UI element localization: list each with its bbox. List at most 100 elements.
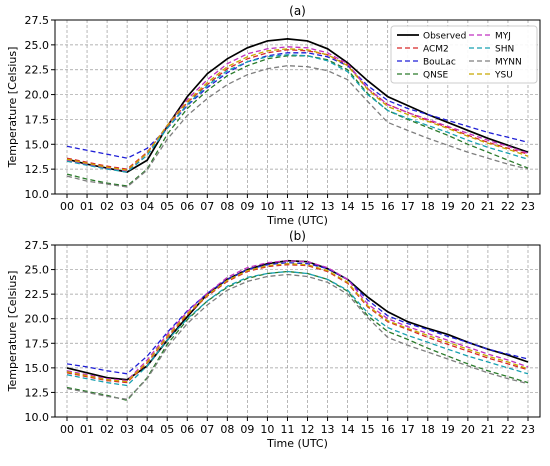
y-axis-label: Temperature [Celsius] bbox=[6, 47, 19, 169]
x-tick-label: 16 bbox=[381, 200, 395, 213]
x-tick-label: 00 bbox=[60, 200, 74, 213]
x-tick-label: 01 bbox=[80, 423, 94, 436]
series-line-ysu bbox=[66, 48, 529, 171]
y-axis-label: Temperature [Celsius] bbox=[6, 271, 19, 393]
x-tick-label: 13 bbox=[321, 423, 335, 436]
panel-b: 00 01 02 03 04 05 06 07 08 09 10 11 12 13 14 15 16 17 18 19… bbox=[6, 229, 541, 450]
legend-label-myj: MYJ bbox=[495, 32, 511, 42]
panel-title: (a) bbox=[289, 4, 306, 18]
x-tick-label: 04 bbox=[140, 200, 154, 213]
series-line-myj bbox=[66, 260, 529, 382]
series-line-acm2 bbox=[66, 264, 529, 384]
y-tick-label: 20.0 bbox=[25, 89, 50, 102]
legend-label-acm2: ACM2 bbox=[423, 45, 449, 55]
x-tick-label: 03 bbox=[120, 200, 134, 213]
x-tick-label: 06 bbox=[180, 423, 194, 436]
x-tick-label: 08 bbox=[220, 200, 234, 213]
x-tick-label: 14 bbox=[341, 423, 355, 436]
series-line-boulac bbox=[66, 52, 529, 159]
y-tick-label: 15.0 bbox=[25, 362, 50, 375]
x-tick-label: 18 bbox=[421, 423, 435, 436]
series-line-observed bbox=[66, 259, 529, 381]
x-tick-label: 15 bbox=[361, 423, 375, 436]
x-tick-label: 10 bbox=[260, 200, 274, 213]
plot-frame bbox=[54, 244, 541, 418]
panel-title: (b) bbox=[289, 229, 306, 243]
legend-label-mynn: MYNN bbox=[495, 58, 522, 68]
legend-label-qnse: QNSE bbox=[423, 71, 449, 81]
series-line-mynn bbox=[66, 273, 529, 400]
x-tick-label: 02 bbox=[100, 200, 114, 213]
legend-box bbox=[390, 25, 538, 84]
x-tick-label: 20 bbox=[461, 423, 475, 436]
x-tick-label: 01 bbox=[80, 200, 94, 213]
x-tick-label: 22 bbox=[501, 200, 515, 213]
y-tick-label: 10.0 bbox=[25, 188, 50, 201]
x-tick-label: 04 bbox=[140, 423, 154, 436]
legend-label-ysu: YSU bbox=[494, 71, 513, 81]
x-tick-label: 06 bbox=[180, 200, 194, 213]
x-tick-label: 02 bbox=[100, 423, 114, 436]
y-tick-label: 20.0 bbox=[25, 313, 50, 326]
x-tick-label: 07 bbox=[200, 423, 214, 436]
x-tick-label: 19 bbox=[441, 200, 455, 213]
x-tick-label: 20 bbox=[461, 200, 475, 213]
x-tick-label: 12 bbox=[301, 200, 315, 213]
x-tick-label: 17 bbox=[401, 423, 415, 436]
y-tick-label: 12.5 bbox=[25, 163, 50, 176]
x-tick-label: 14 bbox=[341, 200, 355, 213]
x-tick-label: 23 bbox=[521, 423, 535, 436]
x-tick-label: 12 bbox=[301, 423, 315, 436]
series-line-qnse bbox=[66, 270, 529, 402]
x-tick-label: 15 bbox=[361, 200, 375, 213]
x-tick-label: 09 bbox=[240, 200, 254, 213]
x-tick-label: 09 bbox=[240, 423, 254, 436]
x-tick-label: 18 bbox=[421, 200, 435, 213]
series-line-qnse bbox=[66, 55, 529, 187]
x-tick-label: 19 bbox=[441, 423, 455, 436]
x-tick-label: 16 bbox=[381, 423, 395, 436]
y-tick-label: 17.5 bbox=[25, 337, 50, 350]
plot-frame bbox=[54, 19, 541, 195]
x-tick-label: 13 bbox=[321, 200, 335, 213]
x-tick-label: 21 bbox=[481, 200, 495, 213]
x-tick-label: 11 bbox=[280, 200, 294, 213]
y-tick-label: 17.5 bbox=[25, 113, 50, 126]
y-tick-label: 10.0 bbox=[25, 411, 50, 424]
x-tick-label: 23 bbox=[521, 200, 535, 213]
x-tick-label: 22 bbox=[501, 423, 515, 436]
series-line-shn bbox=[66, 54, 529, 173]
y-tick-label: 12.5 bbox=[25, 386, 50, 399]
x-axis-label: Time (UTC) bbox=[266, 214, 328, 227]
x-tick-label: 05 bbox=[160, 423, 174, 436]
x-tick-label: 10 bbox=[260, 423, 274, 436]
series-line-shn bbox=[66, 270, 529, 387]
y-tick-label: 27.5 bbox=[25, 239, 50, 252]
y-tick-label: 15.0 bbox=[25, 138, 50, 151]
legend-label-observed: Observed bbox=[423, 32, 466, 42]
series-line-ysu bbox=[66, 263, 529, 383]
series-line-mynn bbox=[66, 65, 529, 188]
x-tick-label: 08 bbox=[220, 423, 234, 436]
y-tick-label: 22.5 bbox=[25, 288, 50, 301]
x-tick-label: 00 bbox=[60, 423, 74, 436]
x-tick-label: 17 bbox=[401, 200, 415, 213]
series-line-observed bbox=[66, 38, 529, 173]
legend-label-boulac: BouLac bbox=[423, 58, 456, 68]
x-tick-label: 03 bbox=[120, 423, 134, 436]
x-tick-label: 07 bbox=[200, 200, 214, 213]
y-tick-label: 25.0 bbox=[25, 39, 50, 52]
y-tick-label: 25.0 bbox=[25, 264, 50, 277]
y-tick-label: 22.5 bbox=[25, 64, 50, 77]
panel-a: 00 01 02 03 04 05 06 07 08 09 10 11 12 13 14 15 16 17 18 19… bbox=[6, 4, 541, 227]
x-axis-label: Time (UTC) bbox=[266, 437, 328, 450]
series-line-acm2 bbox=[66, 49, 529, 170]
legend: Observed ACM2 BouLac QNSE MYJ SHN MYNN YSU bbox=[390, 25, 538, 84]
x-tick-label: 11 bbox=[280, 423, 294, 436]
x-tick-label: 21 bbox=[481, 423, 495, 436]
series-line-boulac bbox=[66, 262, 529, 375]
legend-label-shn: SHN bbox=[495, 45, 514, 55]
x-tick-label: 05 bbox=[160, 200, 174, 213]
